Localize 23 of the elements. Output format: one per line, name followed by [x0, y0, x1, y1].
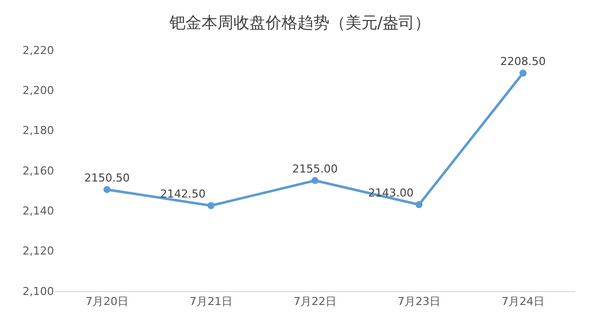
x-tick-label: 7月23日 — [398, 295, 440, 308]
y-tick-label: 2,140 — [22, 204, 54, 218]
y-tick-label: 2,120 — [22, 244, 54, 258]
data-label: 2155.00 — [292, 162, 338, 176]
point — [520, 70, 526, 77]
x-tick-label: 7月20日 — [86, 295, 128, 308]
data-label: 2143.00 — [368, 186, 414, 200]
data-label: 2208.50 — [500, 54, 546, 68]
y-tick-label: 2,200 — [22, 84, 54, 98]
y-tick-label: 2,180 — [22, 124, 54, 138]
data-label: 2142.50 — [160, 188, 206, 201]
y-tick-label: 2,160 — [22, 164, 54, 178]
point — [104, 186, 110, 194]
point — [312, 177, 318, 184]
x-tick-label: 7月22日 — [294, 295, 336, 308]
y-tick-label: 2,220 — [22, 44, 54, 57]
x-tick-label: 7月24日 — [502, 295, 544, 308]
chart-title: 钯金本周收盘价格趋势（美元/盎司） — [168, 12, 431, 32]
y-tick-label: 2,100 — [22, 284, 54, 298]
point — [416, 201, 422, 208]
x-tick-label: 7月21日 — [190, 295, 232, 308]
point — [208, 202, 214, 210]
data-label: 2150.50 — [84, 171, 130, 184]
